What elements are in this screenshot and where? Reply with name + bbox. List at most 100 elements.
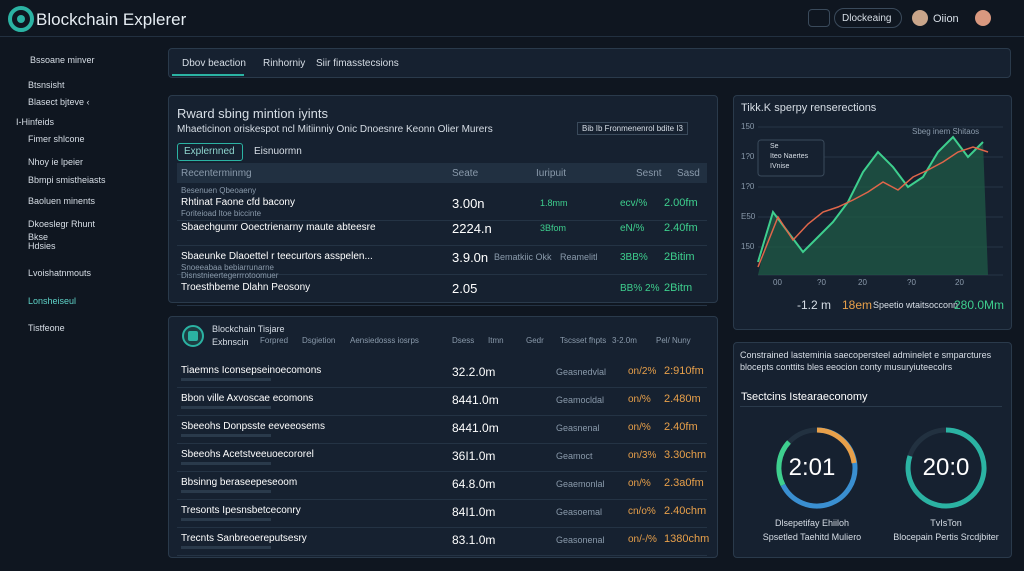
row-name: Sbaeunke Dlaoettel r teecurtors asspelen… <box>181 251 373 262</box>
gauge-caption: Blocepain Pertis Srcdjbiter <box>893 532 999 542</box>
row-pct: on/% <box>628 394 651 405</box>
row-pct: on/-/% <box>628 534 657 545</box>
sidebar-item[interactable]: Hdsies <box>28 241 56 251</box>
icon-button[interactable] <box>808 9 830 27</box>
sidebar-item[interactable]: Baoluen minents <box>28 196 96 206</box>
row-name: Tresonts Ipesnsbetceconry <box>181 505 301 516</box>
search-box[interactable] <box>834 8 902 28</box>
stat: 280.0Mm <box>954 298 1005 312</box>
column-header: Forpred <box>260 336 289 345</box>
row-name: Sbeeohs Acetstveeuoecororel <box>181 449 314 460</box>
row-cell: Reamelitl <box>560 252 598 262</box>
column-header: Tscsset fhpts <box>560 336 607 345</box>
tooltip-item: IVnise <box>770 163 790 170</box>
panel-title: Rward sbing mintion iyints <box>177 106 329 121</box>
row-name: Sbeeohs Donpsste eeveeosems <box>181 421 325 432</box>
sidebar-item[interactable]: Btsnsisht <box>28 80 65 90</box>
row-name: Bbon ville Axvoscae ecomons <box>181 393 314 404</box>
sidebar-item[interactable]: Lonsheiseul <box>28 296 77 306</box>
row-name: Trecnts Sanbreoereputsesry <box>181 533 307 544</box>
y-tick-label: 1?0 <box>741 152 755 161</box>
search-text: Dlockeaing <box>842 13 892 24</box>
sidebar-item[interactable]: I-Hinfeids <box>16 117 55 127</box>
gauge-caption: TvIsTon <box>930 518 962 528</box>
row-value: 32.2.0m <box>452 365 496 379</box>
avatar[interactable] <box>975 10 991 26</box>
row-pct: ecv/% <box>620 198 648 209</box>
row-status: Geamocldal <box>556 395 605 405</box>
row-name: Bbsinng beraseepeseoom <box>181 477 298 488</box>
sidebar-item[interactable]: Lvoishatnmouts <box>28 268 92 278</box>
row-name: Troesthbeme Dlahn Peosony <box>181 282 311 293</box>
row-value: 84I1.0m <box>452 505 496 519</box>
column-header: Itmn <box>488 336 504 345</box>
tooltip-item: Iteo Naertes <box>770 153 809 160</box>
column-header: 3-2.0m <box>612 336 637 345</box>
sidebar-item[interactable]: Bkse <box>28 232 49 242</box>
divider <box>740 406 1002 407</box>
row-amount: 2.480m <box>664 393 701 405</box>
row-amount: 2.40fm <box>664 421 698 433</box>
x-tick-label: ?0 <box>907 278 916 287</box>
row-amount: 2.40chm <box>664 505 707 517</box>
logo-icon <box>8 6 34 32</box>
row-name: Tiaemns Iconsepseinoecomons <box>181 365 322 376</box>
row-status: Geaemonlal <box>556 479 605 489</box>
tab[interactable]: Dbov beaction <box>182 58 246 69</box>
row-divider <box>177 245 707 246</box>
row-status: Geasonenal <box>556 535 605 545</box>
row-sub-bar <box>181 378 271 381</box>
row-pct: 3BB% <box>620 252 648 263</box>
row-pct: BB% 2% <box>620 283 660 294</box>
panel <box>733 342 1012 558</box>
sidebar-item[interactable]: Bssoane minver <box>30 55 95 65</box>
row-sub: Snoeeabaa bebiarrunarne <box>181 263 274 272</box>
row-amount: 1380chm <box>664 533 710 545</box>
row-status: Geamoct <box>556 451 593 461</box>
y-tick-label: 1?0 <box>741 182 755 191</box>
y-tick-label: 150 <box>741 242 755 251</box>
panel <box>168 95 718 303</box>
row-pct: on/% <box>628 422 651 433</box>
row-divider <box>177 305 707 306</box>
row-divider <box>177 274 707 275</box>
line <box>757 146 989 268</box>
gauge-value: 2:01 <box>788 454 836 481</box>
sidebar-item[interactable]: Nhoy ie lpeier <box>28 157 84 167</box>
row-divider <box>177 555 707 556</box>
row-value: 8441.0m <box>452 393 499 407</box>
avatar[interactable] <box>912 10 928 26</box>
row-value: 64.8.0m <box>452 477 496 491</box>
sidebar-item[interactable]: Tistfeone <box>28 323 65 333</box>
stat-label: Speetio wtaitsocconn <box>873 300 959 310</box>
row-value: 36I1.0m <box>452 449 496 463</box>
tab[interactable]: Explernned <box>184 146 235 157</box>
tab[interactable]: Siir fimasstecsions <box>316 58 399 69</box>
row-sub-bar <box>181 546 271 549</box>
tab[interactable]: Rinhorniy <box>263 58 306 69</box>
logo-text: Blockchain Explerer <box>36 10 187 29</box>
row-sub-bar <box>181 406 271 409</box>
row-cell: Bematkiic Okk <box>494 252 552 262</box>
description: blocepts conttits bles eeocion conty mus… <box>740 362 953 372</box>
sidebar-item[interactable]: Bbmpi smistheiasts <box>28 175 106 185</box>
row-divider <box>177 443 707 444</box>
panel-icon <box>182 325 204 347</box>
sidebar-item[interactable]: Fimer shlcone <box>28 134 85 144</box>
row-sub-bar <box>181 434 271 437</box>
row-value: 2224.n <box>452 221 492 236</box>
tab-active[interactable] <box>177 143 243 161</box>
panel-subtitle: Exbnscin <box>212 337 249 347</box>
row-divider <box>177 471 707 472</box>
sidebar-item[interactable]: Dkoeslegr Rhunt <box>28 219 96 229</box>
y-tick-label: 150 <box>741 122 755 131</box>
row-divider <box>177 415 707 416</box>
row-status: Geasnedvlal <box>556 367 607 377</box>
tab[interactable]: Eisnuormn <box>254 146 302 157</box>
row-pct: cn/o% <box>628 506 656 517</box>
row-value: 2.05 <box>452 281 478 296</box>
row-sub: Foriteioad ltoe biccinte <box>181 209 262 218</box>
stat: 18em <box>842 298 873 312</box>
sidebar-item[interactable]: Blasect bjteve ‹ <box>28 97 90 107</box>
row-divider <box>177 527 707 528</box>
